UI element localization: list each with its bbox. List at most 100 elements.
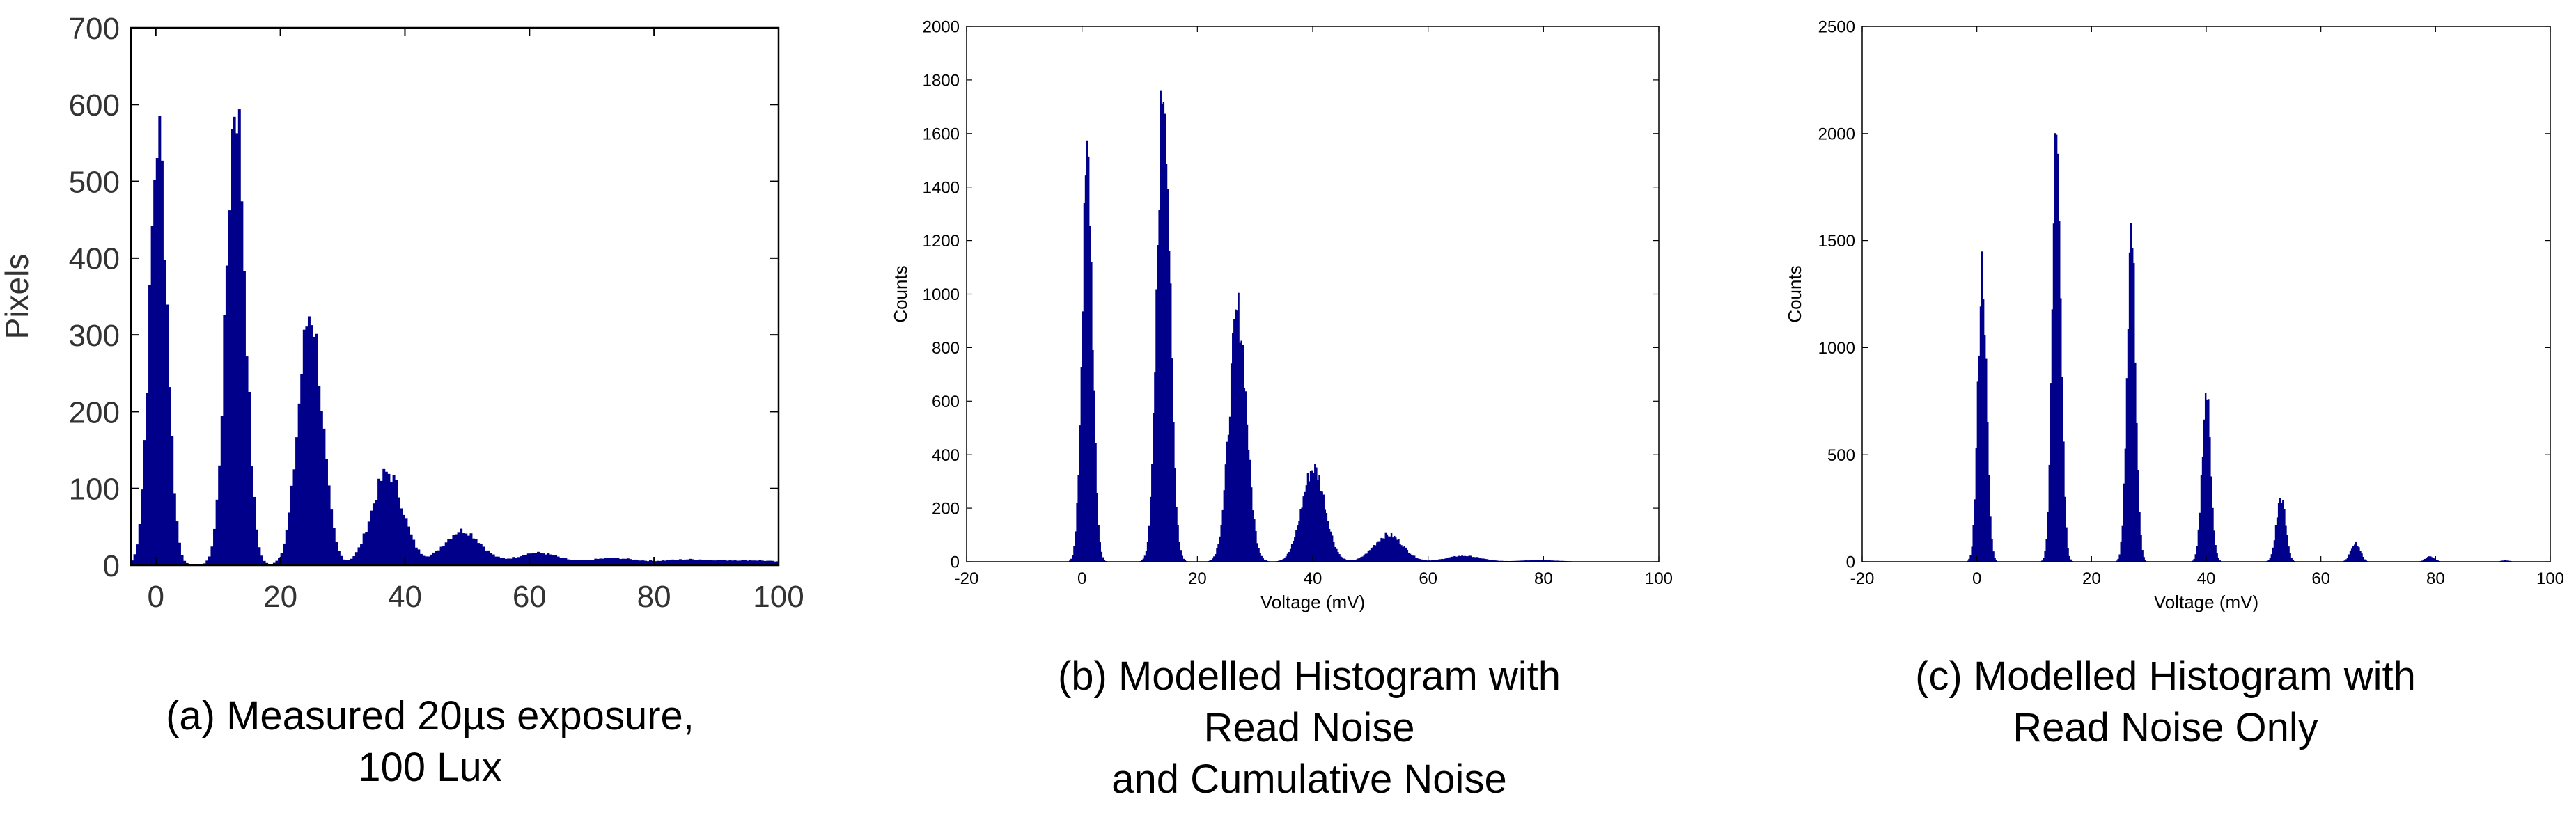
chart-b-histogram-bar (1219, 536, 1221, 562)
chart-a-histogram-bar (397, 497, 400, 565)
chart-a-histogram-bar (260, 555, 263, 565)
chart-b-histogram-bar (1239, 342, 1241, 562)
chart-a-histogram-bar (414, 547, 418, 565)
chart-b-histogram-bar (1413, 555, 1416, 562)
chart-b-histogram-bar (1445, 558, 1447, 562)
chart-b-histogram-bar (1487, 559, 1490, 562)
chart-b-histogram-bar (1341, 557, 1343, 562)
chart-c-histogram-bar (2118, 554, 2121, 562)
chart-b-histogram-bar (1542, 560, 1544, 562)
chart-a-histogram-bar (465, 533, 468, 565)
chart-a-histogram-bar (160, 160, 164, 566)
chart-b-histogram-bar (1380, 537, 1382, 562)
chart-b-histogram-bar (1366, 553, 1368, 562)
chart-b-histogram-bar (1419, 559, 1421, 562)
chart-b-histogram-bar (1360, 557, 1362, 562)
chart-c-histogram-bar (2117, 558, 2119, 562)
chart-b-histogram-bar (1386, 534, 1389, 562)
chart-c-histogram-bar (2217, 558, 2219, 562)
chart-c-histogram-bar (2437, 560, 2439, 562)
chart-a-histogram-bar (728, 560, 732, 565)
chart-c-histogram-bar (2504, 560, 2506, 562)
chart-b-histogram-bar (1293, 540, 1295, 562)
chart-a-histogram-bar (141, 489, 144, 565)
chart-a-histogram-bar (384, 471, 388, 565)
chart-b-histogram-bar (1220, 524, 1222, 562)
chart-a-histogram-bar (577, 560, 580, 565)
chart-c-y-tick-label: 2500 (1818, 18, 1855, 37)
chart-b-histogram-bar (1235, 309, 1237, 562)
chart-a-histogram-bar (641, 560, 645, 565)
chart-b-histogram-bar (1377, 541, 1380, 562)
chart-c-histogram-bar (2067, 548, 2069, 562)
chart-a-histogram-bar (155, 158, 159, 565)
chart-a-histogram-bar (741, 560, 744, 565)
chart-b-histogram-bar (1316, 467, 1318, 562)
chart-a-histogram-bar (514, 558, 517, 565)
chart-b-histogram-bar (1441, 558, 1443, 562)
chart-c-histogram-bar (2277, 503, 2280, 562)
chart-b-histogram-bar (1396, 539, 1398, 562)
chart-b-histogram-bar (1168, 251, 1171, 562)
chart-a-histogram-bar (698, 559, 702, 565)
chart-b-histogram-bar (1345, 560, 1348, 562)
chart-b-histogram-bar (1252, 510, 1254, 562)
chart-b-histogram-bar (1084, 175, 1087, 562)
chart-b-histogram-bar (1549, 560, 1552, 562)
chart-b-histogram-bar (1281, 560, 1283, 562)
chart-b-histogram-bar (1314, 463, 1316, 562)
chart-b-histogram-bar (1182, 558, 1185, 562)
chart-b-histogram-bar (1382, 538, 1384, 562)
chart-a-histogram-bar (240, 201, 244, 565)
chart-a-histogram-bar (180, 555, 184, 565)
chart-a-histogram-bar (477, 543, 481, 565)
chart-b-histogram-bar (1540, 560, 1543, 562)
chart-a-histogram-bar (749, 560, 752, 565)
chart-a-histogram-bar (265, 562, 269, 565)
chart-a-histogram-bar (327, 485, 331, 565)
chart-b-histogram-bar (1390, 532, 1393, 562)
chart-b-histogram-bar (1153, 413, 1155, 562)
chart-b-histogram-bar (1174, 468, 1176, 562)
chart-a-histogram-bar (566, 559, 570, 565)
chart-b-histogram-bar (1298, 521, 1300, 562)
chart-a-histogram-bar (572, 560, 575, 565)
chart-b-histogram-bar (1086, 140, 1088, 562)
chart-a-histogram-bar (425, 556, 428, 565)
chart-c-histogram-bar (2050, 383, 2052, 562)
chart-a-histogram-bar (357, 547, 361, 565)
chart-b-histogram-bar (1368, 550, 1371, 562)
chart-c-y-tick-label: 1500 (1818, 232, 1855, 251)
chart-b-histogram-bar (1223, 490, 1226, 562)
chart-a-histogram-bar (758, 560, 762, 565)
chart-b-histogram-bar (1228, 416, 1231, 562)
chart-a-histogram-bar (714, 560, 717, 565)
chart-a-histogram-bar (322, 428, 326, 565)
chart-a-histogram-bar (365, 532, 368, 565)
chart-a-histogram-bar (285, 529, 288, 565)
chart-a-histogram-bar (529, 553, 533, 565)
chart-b-histogram-bar (1227, 434, 1230, 562)
chart-a-histogram-bar (387, 473, 391, 565)
chart-a-histogram-bar (295, 437, 299, 565)
chart-c-histogram-bar (2435, 560, 2437, 562)
chart-a-histogram-bar (599, 558, 602, 565)
chart-c-histogram-bar (2289, 553, 2291, 562)
chart-b-histogram-bar (1435, 560, 1437, 562)
chart-b-histogram-bar (1423, 560, 1426, 562)
chart-a-histogram-bar (432, 552, 435, 565)
chart-c-histogram-bar (2364, 559, 2366, 562)
chart-a-histogram-bar (616, 558, 620, 565)
chart-b-histogram-bar (1290, 544, 1293, 562)
chart-b-histogram-bar (1328, 528, 1331, 562)
chart-b-x-axis-label: Voltage (mV) (1260, 592, 1365, 612)
chart-b-histogram-bar (1306, 473, 1309, 562)
chart-b-histogram-bar (1265, 560, 1267, 562)
chart-b-histogram-bar (1488, 560, 1491, 562)
chart-b-histogram-bar (1442, 559, 1444, 562)
chart-b-histogram-bar (1364, 553, 1367, 562)
chart-b-histogram-bar (1095, 443, 1097, 562)
chart-a-histogram-bar (452, 535, 455, 565)
chart-a-histogram-bar (766, 560, 770, 565)
chart-b-histogram-bar (1437, 560, 1439, 562)
